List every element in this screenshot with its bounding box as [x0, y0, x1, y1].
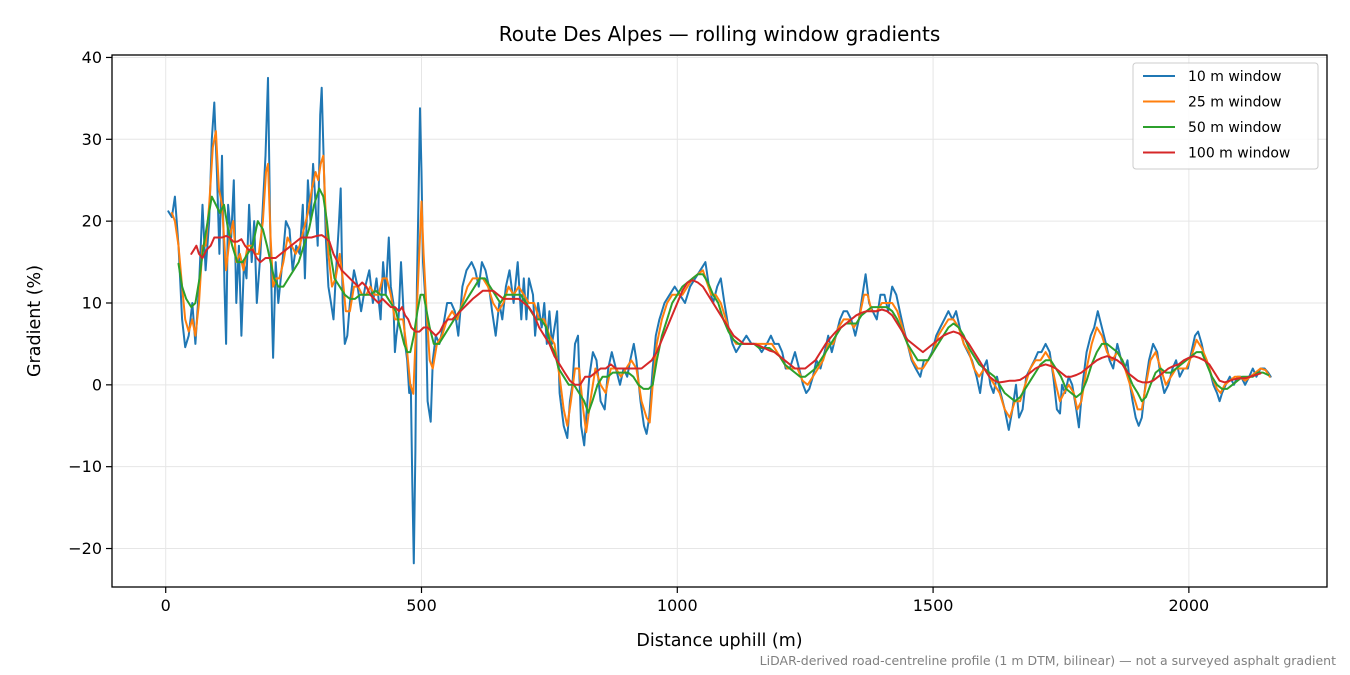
legend-label: 25 m window [1188, 95, 1281, 111]
legend-label: 50 m window [1188, 120, 1281, 136]
grid-layer [112, 55, 1327, 587]
y-tick-label: 30 [82, 130, 102, 149]
legend-item: 50 m window [1143, 120, 1281, 136]
legend-item: 100 m window [1143, 146, 1290, 162]
series-line-1 [167, 76, 1272, 565]
series-line-3 [177, 187, 1270, 414]
legend-item: 25 m window [1143, 95, 1281, 111]
y-tick-label: −20 [68, 539, 102, 558]
legend-box [1132, 62, 1319, 170]
y-tick-label: 10 [82, 293, 102, 312]
series-layer [167, 76, 1272, 565]
series-line-4 [190, 234, 1262, 386]
x-tick-label: 0 [161, 596, 171, 615]
y-tick-label: 20 [82, 212, 102, 231]
x-axis-label: Distance uphill (m) [636, 631, 802, 651]
legend-label: 100 m window [1188, 146, 1290, 162]
y-tick-label: 40 [82, 48, 102, 67]
chart-title: Route Des Alpes — rolling window gradien… [499, 22, 941, 46]
legend-label: 10 m window [1188, 69, 1281, 85]
x-tick-label: 1500 [913, 596, 954, 615]
x-tick-label: 2000 [1169, 596, 1210, 615]
y-tick-label: −10 [68, 457, 102, 476]
y-tick-label: 0 [92, 375, 102, 394]
plot-frame [111, 54, 1328, 588]
legend-item: 10 m window [1143, 69, 1281, 85]
y-axis-label: Gradient (%) [25, 265, 45, 377]
footnote: LiDAR-derived road-centreline profile (1… [760, 653, 1336, 668]
tick-layer: 0 500 1000 1500 2000 −20 −10 0 10 20 30 40 [68, 48, 1209, 615]
legend: 10 m window 25 m window 50 m window 100 m w… [1132, 62, 1319, 170]
x-tick-label: 500 [406, 596, 437, 615]
x-tick-label: 1000 [657, 596, 698, 615]
series-line-2 [170, 130, 1271, 434]
